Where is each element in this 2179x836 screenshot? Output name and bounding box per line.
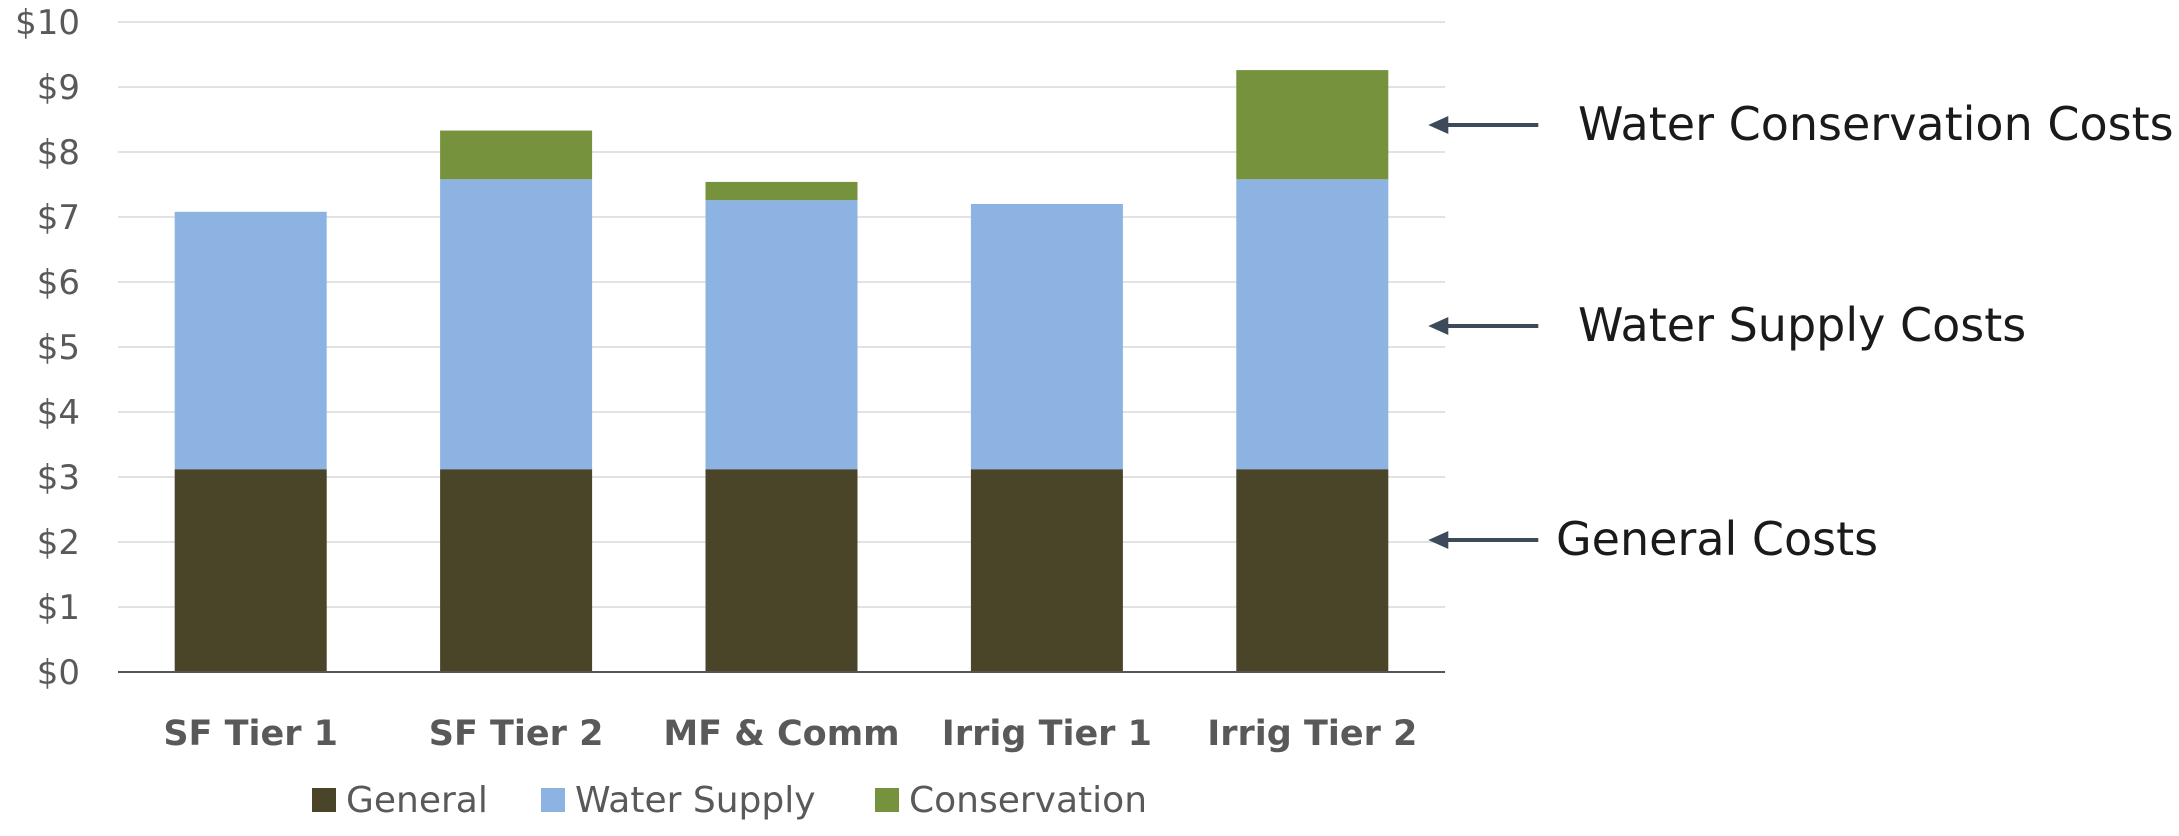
x-tick-label: MF & Comm bbox=[663, 714, 899, 754]
annotations: Water Conservation Costs Water Supply Cos… bbox=[1428, 97, 2174, 566]
bar-water-supply-0 bbox=[174, 211, 327, 470]
y-tick-label: $7 bbox=[37, 198, 80, 238]
legend-label: General bbox=[346, 780, 488, 821]
bar-water-supply-4 bbox=[1236, 179, 1389, 470]
y-tick-label: $10 bbox=[15, 3, 80, 43]
y-tick-label: $3 bbox=[37, 458, 80, 498]
bar-general-3 bbox=[970, 469, 1123, 672]
x-tick-label: SF Tier 1 bbox=[163, 714, 338, 754]
legend: General Water Supply Conservation bbox=[312, 780, 1147, 821]
bar-general-1 bbox=[440, 469, 593, 672]
y-tick-label: $1 bbox=[37, 588, 80, 628]
annotation-label: Water Supply Costs bbox=[1578, 298, 2026, 352]
annotation-label: Water Conservation Costs bbox=[1578, 97, 2174, 151]
y-tick-label: $9 bbox=[37, 68, 80, 108]
annotation-arrow-head bbox=[1428, 116, 1449, 134]
legend-label: Water Supply bbox=[575, 780, 816, 821]
bar-water-supply-1 bbox=[440, 179, 593, 470]
legend-label: Conservation bbox=[909, 780, 1147, 821]
legend-swatch bbox=[541, 788, 565, 812]
annotation-arrow-head bbox=[1428, 531, 1449, 549]
y-tick-label: $5 bbox=[37, 328, 80, 368]
annotation-label: General Costs bbox=[1556, 512, 1878, 566]
bar-conservation-1 bbox=[440, 130, 593, 180]
y-axis-tick-labels: $0 $1 $2 $3 $4 $5 $6 $7 $8 $9 $10 bbox=[15, 3, 80, 693]
y-tick-label: $6 bbox=[37, 263, 80, 303]
bar-general-2 bbox=[705, 469, 858, 672]
x-tick-label: Irrig Tier 1 bbox=[942, 714, 1152, 754]
y-tick-label: $4 bbox=[37, 393, 80, 433]
legend-swatch bbox=[875, 788, 899, 812]
y-tick-label: $0 bbox=[37, 653, 80, 693]
x-tick-label: SF Tier 2 bbox=[429, 714, 604, 754]
bar-general-4 bbox=[1236, 469, 1389, 672]
bar-water-supply-2 bbox=[705, 200, 858, 470]
bar-conservation-2 bbox=[705, 181, 858, 201]
bars bbox=[174, 70, 1389, 672]
bar-water-supply-3 bbox=[970, 204, 1123, 470]
bar-general-0 bbox=[174, 469, 327, 672]
x-tick-label: Irrig Tier 2 bbox=[1207, 714, 1417, 754]
y-tick-label: $2 bbox=[37, 523, 80, 563]
bar-conservation-4 bbox=[1236, 70, 1389, 180]
annotation-arrow-head bbox=[1428, 317, 1449, 335]
y-tick-label: $8 bbox=[37, 133, 80, 173]
legend-swatch bbox=[312, 788, 336, 812]
x-axis-category-labels: SF Tier 1 SF Tier 2 MF & Comm Irrig Tier 1 I… bbox=[163, 714, 1417, 754]
